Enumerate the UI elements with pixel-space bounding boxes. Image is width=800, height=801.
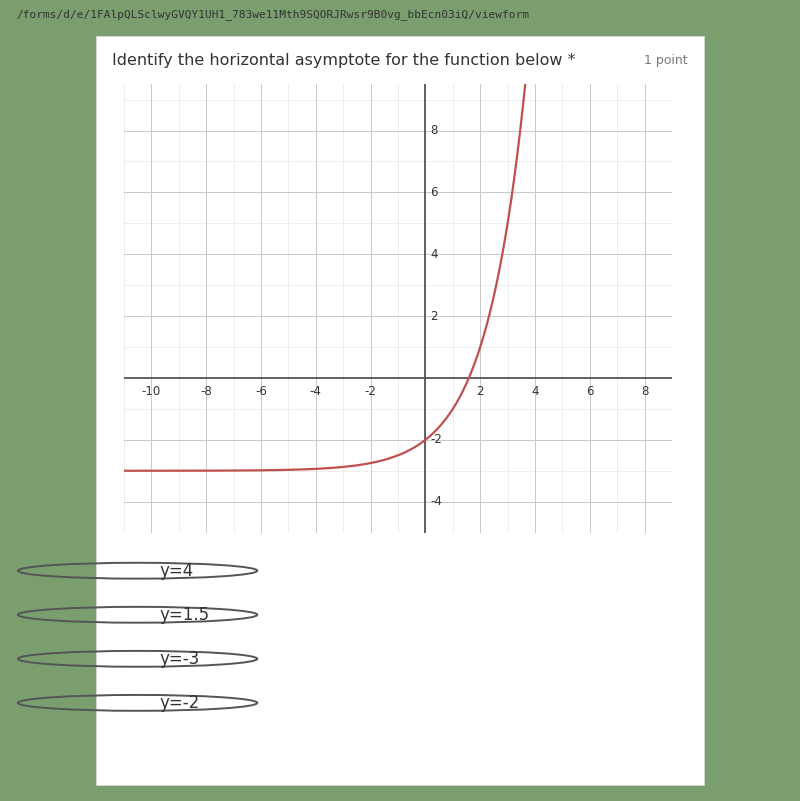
Text: 8: 8 <box>430 124 438 137</box>
Text: -6: -6 <box>255 384 267 398</box>
Text: -8: -8 <box>200 384 212 398</box>
Text: -10: -10 <box>142 384 161 398</box>
Text: /forms/d/e/1FAlpQLSclwyGVQY1UH1_783we11Mth9SQORJRwsr9B0vg_bbEcn03iQ/viewform: /forms/d/e/1FAlpQLSclwyGVQY1UH1_783we11M… <box>16 9 529 20</box>
Text: 2: 2 <box>430 310 438 323</box>
Text: 6: 6 <box>586 384 594 398</box>
Text: 2: 2 <box>477 384 484 398</box>
Text: y=4: y=4 <box>159 562 194 580</box>
Text: 4: 4 <box>531 384 538 398</box>
Text: Identify the horizontal asymptote for the function below *: Identify the horizontal asymptote for th… <box>112 53 575 67</box>
Text: -4: -4 <box>310 384 322 398</box>
Text: 1 point: 1 point <box>644 54 688 66</box>
Text: y=-3: y=-3 <box>159 650 200 668</box>
Text: 6: 6 <box>430 186 438 199</box>
Text: -4: -4 <box>430 495 442 508</box>
Text: y=-2: y=-2 <box>159 694 200 712</box>
Text: y=1.5: y=1.5 <box>159 606 210 624</box>
Text: -2: -2 <box>430 433 442 446</box>
Text: -2: -2 <box>365 384 377 398</box>
Text: 8: 8 <box>641 384 648 398</box>
Text: 4: 4 <box>430 248 438 261</box>
